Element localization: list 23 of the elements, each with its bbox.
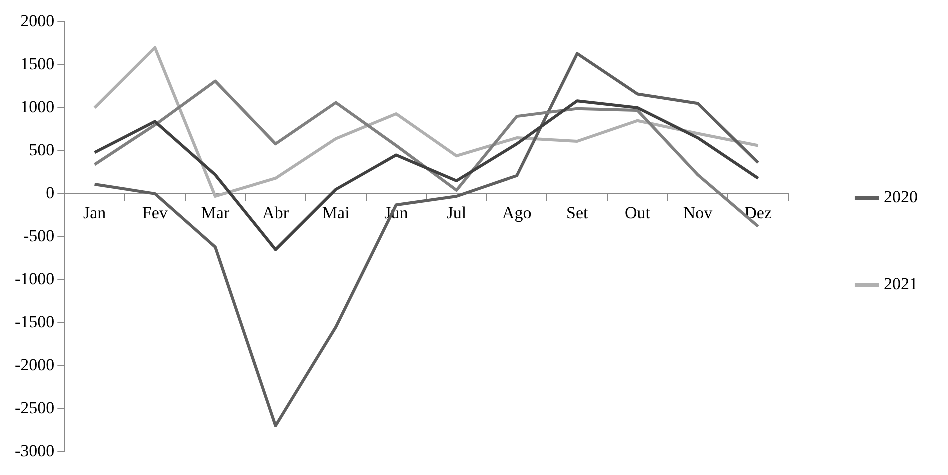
x-tick-label: Jul — [446, 204, 467, 223]
legend-label: 2020 — [884, 187, 918, 206]
y-tick-label: -2500 — [14, 398, 55, 418]
x-tick-label: Ago — [502, 204, 532, 223]
y-tick-label: 1000 — [20, 97, 55, 116]
y-tick-label: -3000 — [14, 441, 55, 460]
y-tick-label: 500 — [29, 140, 55, 160]
x-tick-label: Fev — [142, 204, 168, 223]
x-tick-label: Nov — [683, 204, 714, 223]
x-tick-label: Set — [566, 204, 589, 223]
x-tick-label: Jan — [83, 204, 107, 223]
legend-label: 2021 — [884, 274, 918, 294]
x-tick-label: Mar — [201, 204, 230, 223]
y-tick-label: 1500 — [20, 54, 55, 74]
x-tick-label: Out — [624, 204, 651, 223]
y-tick-label: -2000 — [14, 355, 55, 374]
y-tick-label: -1000 — [14, 269, 55, 288]
y-tick-label: -1500 — [14, 312, 55, 332]
y-tick-label: 0 — [46, 183, 55, 202]
y-tick-label: 2000 — [20, 11, 55, 30]
y-tick-label: -500 — [23, 226, 55, 246]
x-tick-label: Abr — [262, 204, 290, 223]
x-tick-label: Mai — [322, 204, 350, 223]
